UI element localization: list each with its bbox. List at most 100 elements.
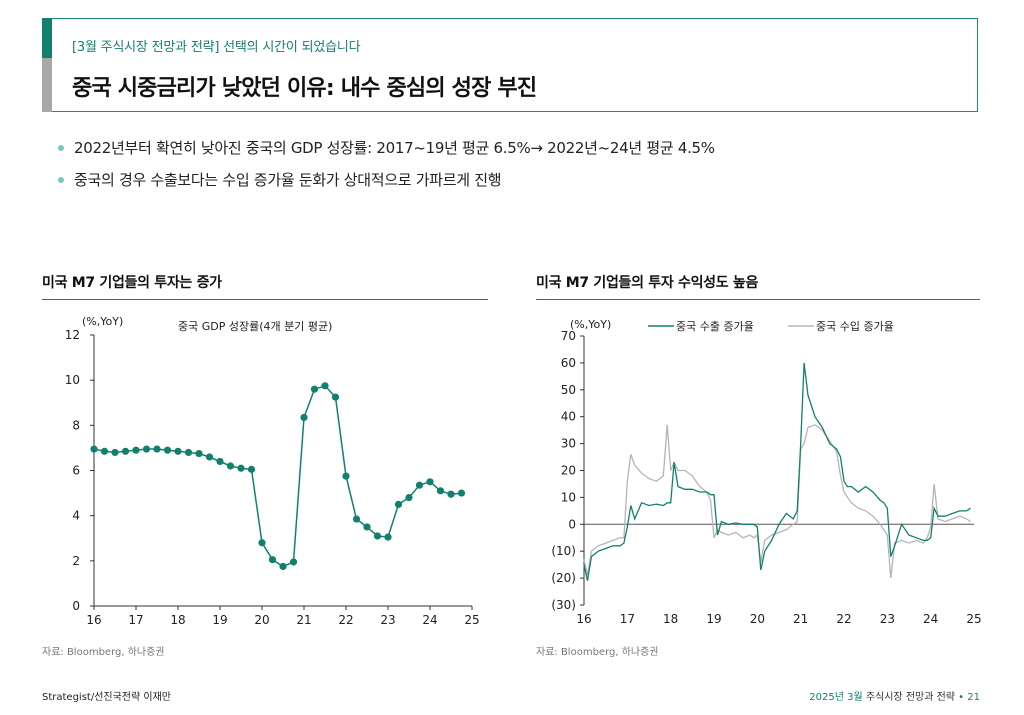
y-tick-label: 70: [561, 329, 576, 343]
left-chart-title: 미국 M7 기업들의 투자는 증가: [42, 275, 222, 291]
gdp-data-point: [216, 457, 224, 466]
unit-label: (%,YoY): [82, 315, 123, 328]
gdp-data-point: [268, 556, 277, 564]
x-tick-label: 18: [170, 613, 185, 627]
x-tick-label: 24: [422, 613, 437, 627]
gdp-data-point: [184, 448, 193, 457]
footer-page-info: 2025년 3월 주식시장 전망과 전략 • 21: [809, 688, 980, 703]
page-title: 중국 시중금리가 낮았던 이유: 내수 중심의 성장 부진: [72, 76, 537, 101]
x-tick-label: 16: [86, 613, 101, 627]
x-tick-label: 16: [576, 612, 591, 626]
y-tick-label: 10: [65, 373, 80, 387]
series-label: 중국 GDP 성장률(4개 분기 평균): [178, 320, 332, 333]
x-tick-label: 21: [296, 613, 311, 627]
x-tick-label: 22: [836, 612, 851, 626]
gdp-data-point: [258, 539, 266, 547]
y-tick-label: 8: [72, 418, 80, 432]
report-subtitle: [3월 주식시장 전망과 전략] 선택의 시간이 되었습니다: [72, 40, 361, 55]
gdp-data-point: [247, 465, 256, 473]
right-chart-source: 자료: Bloomberg, 하나증권: [536, 647, 659, 658]
gdp-data-point: [289, 558, 298, 566]
y-tick-label: 20: [561, 464, 576, 478]
gdp-data-point: [384, 533, 392, 541]
y-tick-label: (10): [551, 544, 576, 558]
x-tick-label: 17: [128, 613, 143, 627]
gdp-data-point: [90, 445, 98, 453]
left-chart-source: 자료: Bloomberg, 하나증권: [42, 647, 165, 658]
x-tick-label: 19: [212, 613, 227, 627]
header-accent-bar-gray: [42, 58, 52, 112]
x-tick-label: 23: [880, 612, 895, 626]
right-chart-title: 미국 M7 기업들의 투자 수익성도 높음: [536, 275, 759, 291]
gdp-data-point: [153, 445, 161, 453]
gdp-data-point: [111, 448, 119, 457]
y-tick-label: 4: [72, 509, 80, 523]
gdp-data-point: [426, 478, 434, 486]
x-tick-label: 24: [923, 612, 938, 626]
legend-label-imports: 중국 수입 증가율: [816, 320, 894, 333]
x-tick-label: 20: [254, 613, 269, 627]
x-tick-label: 17: [620, 612, 635, 626]
gdp-data-point: [394, 500, 403, 508]
gdp-data-point: [121, 447, 130, 455]
x-tick-label: 21: [793, 612, 808, 626]
gdp-data-point: [100, 447, 109, 455]
y-tick-label: 0: [568, 517, 576, 531]
y-tick-label: (30): [551, 598, 576, 612]
bullet-item: 중국의 경우 수출보다는 수입 증가율 둔화가 상대적으로 가파르게 진행: [58, 170, 715, 202]
gdp-data-point: [405, 494, 413, 502]
y-tick-label: 40: [561, 410, 576, 424]
gdp-data-point: [174, 447, 182, 455]
gdp-data-point: [457, 489, 466, 497]
right-chart-rule: [536, 299, 980, 300]
gdp-data-point: [436, 487, 445, 495]
left-chart-rule: [42, 299, 488, 300]
x-tick-label: 25: [966, 612, 981, 626]
gdp-data-point: [415, 481, 424, 489]
footer-report-name: 주식시장 전망과 전략: [862, 692, 955, 703]
y-tick-label: 50: [561, 383, 576, 397]
bullet-item: 2022년부터 확연히 낮아진 중국의 GDP 성장률: 2017~19년 평균…: [58, 138, 715, 170]
y-tick-label: 2: [72, 554, 80, 568]
gdp-data-point: [331, 393, 340, 401]
y-tick-label: 60: [561, 356, 576, 370]
x-tick-label: 19: [706, 612, 721, 626]
header-accent-bar: [42, 18, 52, 58]
y-tick-label: 0: [72, 599, 80, 613]
y-tick-label: 30: [561, 437, 576, 451]
gdp-data-point: [300, 413, 308, 422]
bullet-list: 2022년부터 확연히 낮아진 중국의 GDP 성장률: 2017~19년 평균…: [58, 138, 715, 202]
gdp-data-point: [205, 453, 214, 461]
gdp-data-point: [321, 382, 329, 390]
x-tick-label: 18: [663, 612, 678, 626]
gdp-data-point: [279, 562, 287, 571]
gdp-data-point: [163, 446, 172, 454]
footer-separator: •: [955, 692, 968, 703]
x-tick-label: 20: [750, 612, 765, 626]
x-tick-label: 25: [464, 613, 479, 627]
page-number: 21: [967, 692, 980, 703]
gdp-data-point: [310, 385, 319, 393]
gdp-data-point: [132, 446, 140, 454]
gdp-data-point: [352, 515, 361, 523]
exports-series-line: [583, 362, 971, 581]
gdp-data-point: [363, 523, 371, 531]
y-tick-label: 12: [65, 328, 80, 342]
footer-author: Strategist/선진국전략 이재만: [42, 692, 171, 703]
y-tick-label: 10: [561, 490, 576, 504]
x-tick-label: 23: [380, 613, 395, 627]
gdp-data-point: [142, 445, 151, 453]
gdp-data-point: [237, 464, 245, 472]
x-tick-label: 22: [338, 613, 353, 627]
imports-series-line: [583, 424, 971, 579]
legend-label-exports: 중국 수출 증가율: [676, 320, 754, 333]
gdp-data-point: [226, 462, 235, 470]
gdp-data-point: [447, 490, 455, 498]
gdp-data-point: [373, 532, 382, 540]
y-tick-label: (20): [551, 571, 576, 585]
gdp-data-point: [342, 472, 350, 480]
y-tick-label: 6: [72, 464, 80, 478]
gdp-data-point: [195, 449, 203, 458]
